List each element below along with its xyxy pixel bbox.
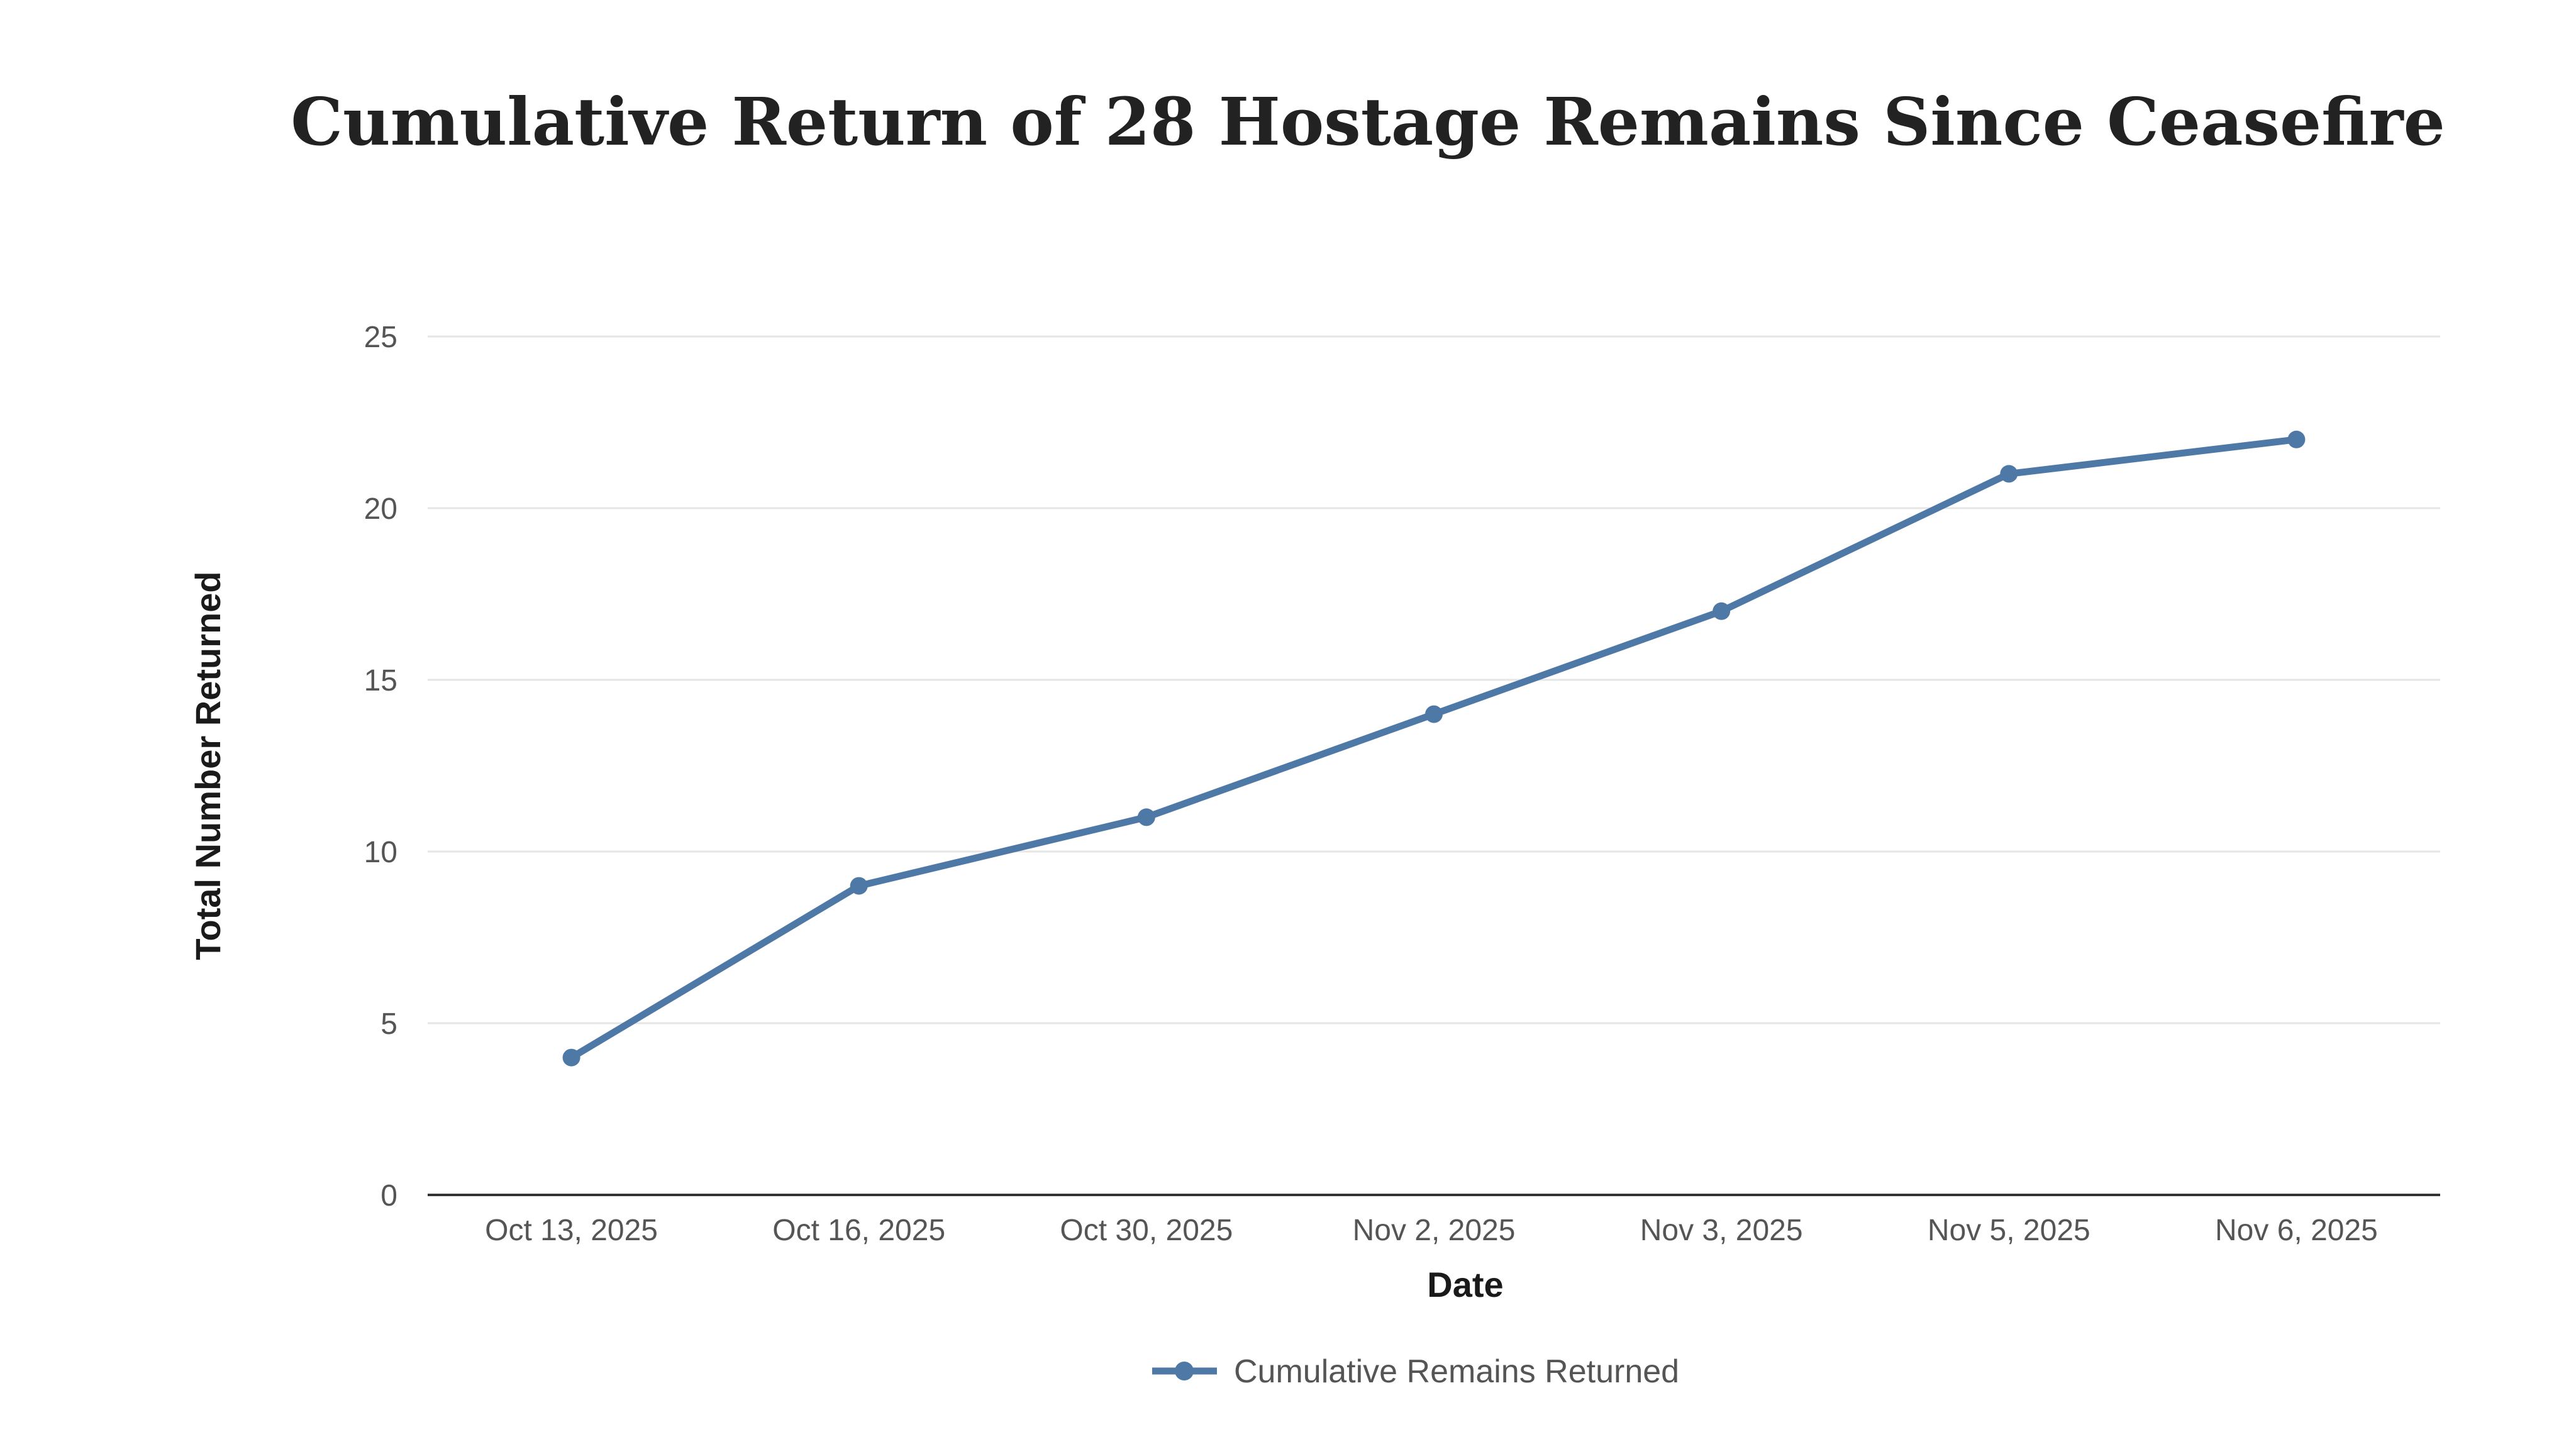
- y-axis-title: Total Number Returned: [188, 571, 228, 960]
- data-point[interactable]: [1713, 602, 1731, 620]
- x-tick-label: Nov 2, 2025: [1353, 1214, 1516, 1247]
- data-point[interactable]: [1137, 808, 1155, 826]
- x-tick-label: Oct 13, 2025: [485, 1214, 658, 1247]
- data-point[interactable]: [562, 1048, 580, 1067]
- x-tick-label: Nov 3, 2025: [1640, 1214, 1803, 1247]
- x-tick-label: Nov 6, 2025: [2215, 1214, 2378, 1247]
- x-tick-label: Nov 5, 2025: [1928, 1214, 2090, 1247]
- legend-marker-swatch: [1175, 1362, 1194, 1380]
- y-tick-label: 15: [364, 664, 397, 697]
- x-axis-title: Date: [1427, 1265, 1503, 1304]
- data-point[interactable]: [1425, 705, 1443, 723]
- x-tick-label: Oct 16, 2025: [772, 1214, 945, 1247]
- legend[interactable]: Cumulative Remains Returned: [1152, 1353, 1679, 1390]
- data-point[interactable]: [850, 877, 868, 895]
- data-point[interactable]: [2287, 430, 2306, 448]
- gridlines: [428, 335, 2440, 1024]
- chart-title: Cumulative Return of 28 Hostage Remains …: [291, 83, 2445, 160]
- y-tick-label: 10: [364, 836, 397, 869]
- series-layer: [562, 430, 2306, 1067]
- y-tick-label: 0: [380, 1179, 397, 1213]
- y-axis-ticks: 0 5 10 15 20 25: [364, 321, 397, 1213]
- y-tick-label: 25: [364, 321, 397, 354]
- data-point[interactable]: [2000, 465, 2018, 483]
- legend-label: Cumulative Remains Returned: [1234, 1353, 1679, 1390]
- x-axis-ticks: Oct 13, 2025 Oct 16, 2025 Oct 30, 2025 Nov …: [485, 1214, 2378, 1247]
- y-tick-label: 20: [364, 492, 397, 526]
- x-tick-label: Oct 30, 2025: [1060, 1214, 1233, 1247]
- y-tick-label: 5: [380, 1008, 397, 1041]
